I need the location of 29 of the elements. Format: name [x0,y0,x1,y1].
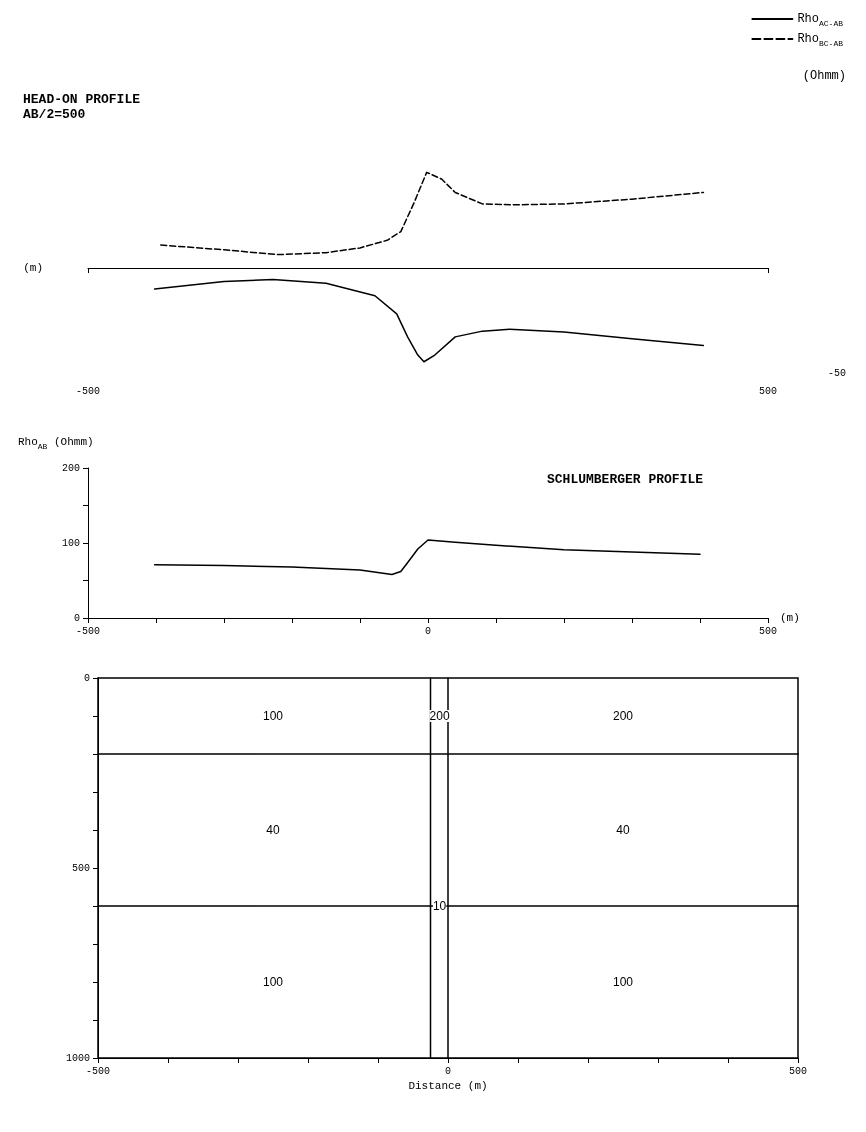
x-tick-label: 500 [758,625,778,637]
annotation: 200 [612,709,634,723]
annotation: 40 [616,823,630,837]
text: -50 [828,367,847,379]
x-axis-title: (m) [23,262,43,274]
x-tick-label: 0 [444,1065,452,1077]
chart-title: HEAD-ON PROFILE [23,92,141,107]
annotation: 40 [266,823,280,837]
y-tick-label: 500 [71,862,90,874]
y-tick-label: 100 [61,537,80,549]
x-tick-label: -500 [85,1065,111,1077]
x-tick-label: -500 [75,385,101,397]
annotation: 10 [432,899,447,913]
x-axis-title: Distance (m) [408,1080,488,1093]
x-tick-label: 500 [788,1065,808,1077]
annotation: 200 [429,709,450,723]
chart-title: SCHLUMBERGER PROFILE [546,472,704,487]
x-tick-label: 0 [424,625,432,637]
chart-subtitle: AB/2=500 [23,107,86,122]
y-tick-label: 200 [61,462,80,474]
y-tick-label: 0 [73,612,80,624]
y-tick-label: 0 [83,672,90,684]
annotation: 100 [612,975,634,989]
x-tick-label: -500 [75,625,101,637]
y2-axis-title: (Ohmm) [802,69,847,83]
annotation: 100 [262,975,284,989]
annotation: 100 [262,709,284,723]
y-tick-label: 1000 [65,1052,90,1064]
x-axis-title: (m) [780,612,800,624]
